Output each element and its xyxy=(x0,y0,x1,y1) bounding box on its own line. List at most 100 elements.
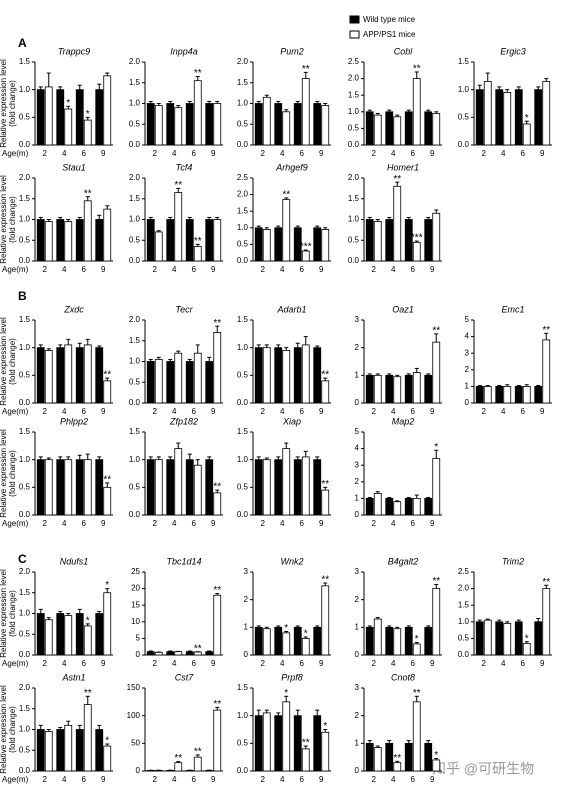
y-axis-label-line: (fold change) xyxy=(8,80,17,127)
bar xyxy=(64,724,73,772)
chart-title: Trappc9 xyxy=(58,46,90,56)
y-tick-label: 20 xyxy=(131,584,140,593)
x-tick-label: 4 xyxy=(391,149,396,158)
bar xyxy=(103,208,112,262)
x-tick-label: 9 xyxy=(211,149,216,158)
bar xyxy=(193,756,202,772)
bar xyxy=(83,625,92,656)
chart-title: Cobl xyxy=(394,46,414,56)
x-tick-label: 6 xyxy=(300,265,305,274)
chart-title: Pum2 xyxy=(280,46,304,56)
chart-title: Zfp182 xyxy=(169,416,198,426)
bar xyxy=(44,86,53,146)
x-tick-label: 4 xyxy=(391,265,396,274)
bar xyxy=(321,731,330,772)
x-tick-label: 9 xyxy=(430,407,435,416)
bar xyxy=(293,626,302,656)
y-tick-label: 1.5 xyxy=(19,57,31,66)
chart-title: Tecr xyxy=(175,304,193,314)
chart-title: Adarb1 xyxy=(276,304,306,314)
bar xyxy=(495,385,504,404)
y-tick-label: 0.0 xyxy=(19,766,31,775)
x-tick-label: 4 xyxy=(62,519,67,528)
x-tick-label: 2 xyxy=(43,659,48,668)
bar xyxy=(313,626,322,656)
x-tick-label: 9 xyxy=(101,149,106,158)
x-tick-label: 9 xyxy=(211,659,216,668)
y-tick-label: 150 xyxy=(127,683,141,692)
y-tick-label: 0.0 xyxy=(237,256,249,265)
bar xyxy=(412,701,421,772)
y-axis-label: Relative expression level(fold change) xyxy=(0,685,17,774)
bar xyxy=(146,103,155,146)
bar xyxy=(254,626,263,656)
bar xyxy=(64,459,73,516)
bar xyxy=(205,770,214,772)
y-tick-label: 1.5 xyxy=(129,336,141,345)
y-axis-label: Relative expression level(fold change) xyxy=(0,59,17,148)
y-tick-label: 2.0 xyxy=(129,173,141,182)
y-tick-label: 0.0 xyxy=(19,510,31,519)
significance: ** xyxy=(413,64,421,75)
y-axis-label-line: Relative expression level xyxy=(0,317,8,406)
significance: ** xyxy=(194,68,202,79)
bar xyxy=(64,344,73,404)
x-tick-label: 6 xyxy=(192,149,197,158)
significance: * xyxy=(525,633,529,644)
y-tick-label: 1 xyxy=(244,622,249,631)
significance: * xyxy=(323,721,327,732)
x-axis-label: Age(m) xyxy=(2,149,29,158)
x-tick-label: 9 xyxy=(211,407,216,416)
y-tick-label: 3 xyxy=(465,348,470,357)
bar xyxy=(154,770,163,772)
significance: ** xyxy=(432,325,440,336)
bar xyxy=(282,350,291,404)
significance: ** xyxy=(321,370,329,381)
y-tick-label: 0.0 xyxy=(237,140,249,149)
x-tick-label: 4 xyxy=(391,519,396,528)
bar xyxy=(542,339,551,404)
bar xyxy=(424,219,433,262)
y-tick-label: 1.5 xyxy=(237,427,249,436)
significance: * xyxy=(434,750,438,761)
bar xyxy=(393,116,402,146)
bar xyxy=(373,618,382,656)
chart-title: Stau1 xyxy=(62,162,86,172)
x-axis-label: Age(m) xyxy=(2,407,29,416)
bar xyxy=(373,221,382,262)
x-tick-label: 4 xyxy=(280,265,285,274)
bar xyxy=(301,250,310,262)
significance: *** xyxy=(300,242,312,253)
legend-label: APP/PS1 mice xyxy=(363,30,416,39)
y-axis-label-line: Relative expression level xyxy=(0,59,8,148)
bar xyxy=(385,742,394,772)
bar xyxy=(44,459,53,516)
y-tick-label: 1.0 xyxy=(458,85,470,94)
bar xyxy=(432,212,441,262)
bar xyxy=(75,729,84,772)
x-tick-label: 4 xyxy=(280,519,285,528)
bar xyxy=(154,105,163,146)
x-tick-label: 2 xyxy=(153,519,158,528)
chart-title: Ndufs1 xyxy=(60,556,89,566)
y-axis-label: Relative expression level(fold change) xyxy=(0,175,17,264)
bar xyxy=(254,227,263,262)
y-tick-label: 1.0 xyxy=(348,107,360,116)
x-tick-label: 2 xyxy=(372,519,377,528)
bar xyxy=(321,489,330,516)
y-tick-label: 0.5 xyxy=(348,124,360,133)
x-tick-label: 9 xyxy=(430,659,435,668)
bar xyxy=(254,347,263,404)
x-tick-label: 2 xyxy=(43,407,48,416)
y-tick-label: 1 xyxy=(355,622,360,631)
x-tick-label: 4 xyxy=(280,659,285,668)
bar xyxy=(522,385,531,404)
bar xyxy=(432,588,441,656)
significance: *** xyxy=(411,233,423,244)
x-tick-label: 6 xyxy=(411,519,416,528)
y-tick-label: 1.5 xyxy=(237,206,249,215)
y-tick-label: 0.0 xyxy=(19,140,31,149)
y-tick-label: 0.5 xyxy=(237,370,249,379)
bar xyxy=(95,613,104,656)
y-axis-label-line: Relative expression level xyxy=(0,429,8,518)
